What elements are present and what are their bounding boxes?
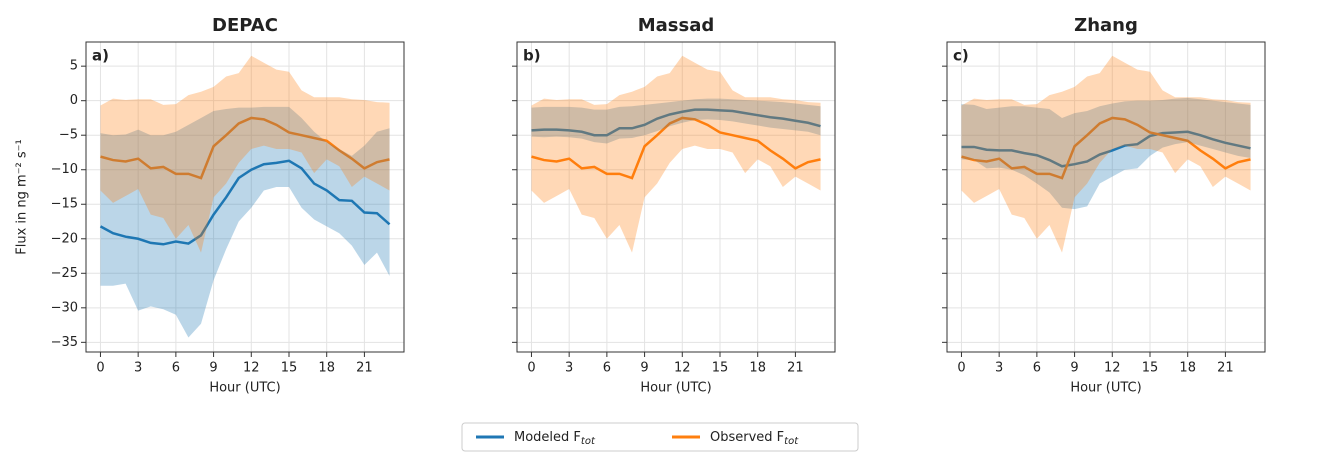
- x-tick-label: 6: [1033, 361, 1041, 376]
- line: [961, 130, 1251, 168]
- x-tick-label: 18: [1179, 361, 1196, 376]
- y-axis-label: Flux in ng m⁻² s⁻¹: [15, 139, 30, 254]
- legend-text: Observed F: [710, 430, 784, 445]
- axes-frame: [85, 41, 405, 353]
- chart-title: Zhang: [1074, 15, 1138, 36]
- band: [961, 97, 1251, 210]
- panel-label: c): [953, 47, 969, 65]
- y-tick-label: −5: [59, 128, 78, 143]
- legend-box: [461, 422, 859, 452]
- axes-frame: [516, 41, 836, 353]
- x-tick-label: 9: [1070, 361, 1078, 376]
- panel-label: b): [523, 47, 541, 65]
- y-tick-label: 0: [70, 93, 78, 108]
- band: [100, 106, 390, 338]
- x-tick-label: 0: [527, 361, 535, 376]
- legend-label: Modeled Ftot: [514, 430, 596, 448]
- x-tick-label: 15: [281, 361, 298, 376]
- x-axis-label: Hour (UTC): [1070, 381, 1141, 396]
- y-tick-label: −20: [51, 231, 78, 246]
- line: [961, 116, 1251, 180]
- x-tick-label: 12: [243, 361, 260, 376]
- x-axis-label: Hour (UTC): [640, 381, 711, 396]
- x-tick-label: 18: [318, 361, 335, 376]
- legend-text: Modeled F: [514, 430, 581, 445]
- y-tick-label: −35: [51, 335, 78, 350]
- band: [100, 55, 390, 253]
- x-tick-label: 15: [712, 361, 729, 376]
- band: [531, 55, 821, 253]
- x-tick-label: 3: [565, 361, 573, 376]
- x-tick-label: 3: [134, 361, 142, 376]
- line: [100, 116, 390, 180]
- x-tick-label: 12: [674, 361, 691, 376]
- x-tick-label: 0: [96, 361, 104, 376]
- x-tick-label: 9: [209, 361, 217, 376]
- legend-label: Observed Ftot: [710, 430, 799, 448]
- y-tick-label: −30: [51, 300, 78, 315]
- x-tick-label: 3: [995, 361, 1003, 376]
- line: [99, 159, 391, 246]
- x-tick-label: 0: [957, 361, 965, 376]
- band: [531, 98, 821, 144]
- panel-label: a): [92, 47, 109, 65]
- x-tick-label: 21: [1217, 361, 1234, 376]
- chart-title: DEPAC: [212, 15, 278, 36]
- line: [531, 108, 821, 137]
- y-tick-label: −10: [51, 162, 78, 177]
- axes-frame: [946, 41, 1266, 353]
- chart-title: Massad: [638, 15, 715, 36]
- y-tick-label: −25: [51, 266, 78, 281]
- y-tick-label: −15: [51, 197, 78, 212]
- x-tick-label: 12: [1104, 361, 1121, 376]
- x-tick-label: 21: [356, 361, 373, 376]
- x-tick-label: 15: [1142, 361, 1159, 376]
- x-tick-label: 9: [640, 361, 648, 376]
- legend-subscript: tot: [581, 436, 596, 447]
- y-tick-label: 5: [70, 59, 78, 74]
- x-tick-label: 6: [172, 361, 180, 376]
- x-tick-label: 18: [749, 361, 766, 376]
- x-tick-label: 21: [787, 361, 804, 376]
- x-axis-label: Hour (UTC): [209, 381, 280, 396]
- x-tick-label: 6: [603, 361, 611, 376]
- band: [961, 55, 1251, 253]
- legend-subscript: tot: [784, 436, 799, 447]
- line: [531, 116, 821, 180]
